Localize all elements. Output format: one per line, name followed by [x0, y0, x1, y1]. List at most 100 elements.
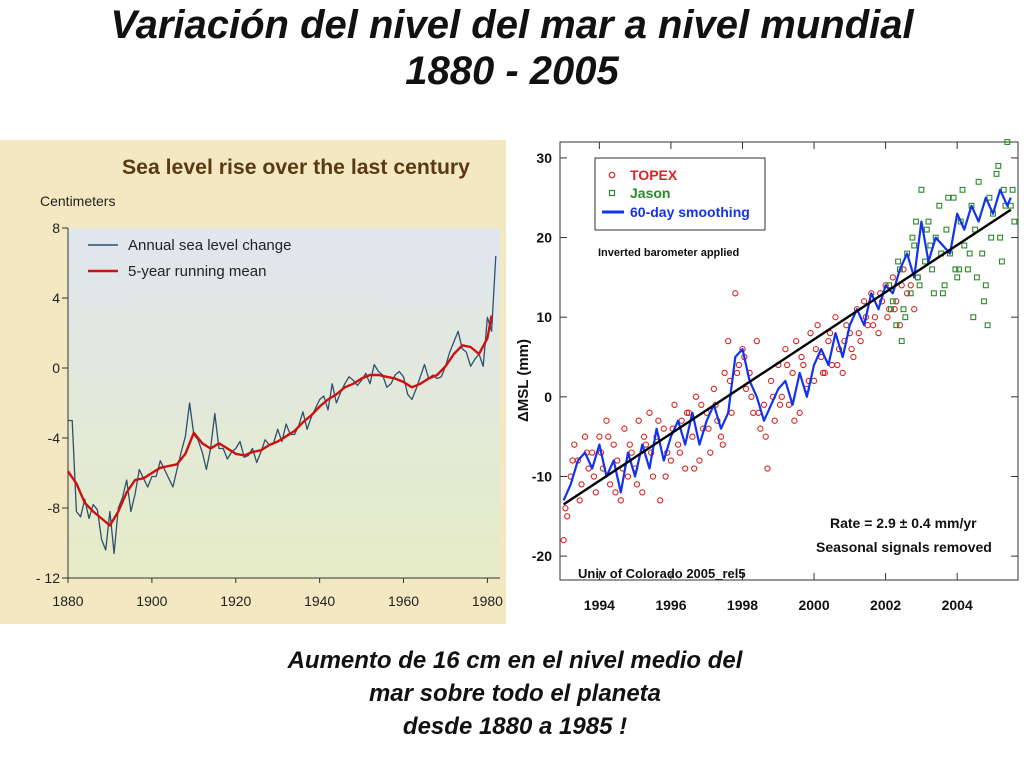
legend-box — [594, 157, 766, 231]
topex-point — [671, 401, 678, 408]
topex-point — [753, 337, 760, 345]
x-tick-label: 1940 — [304, 593, 335, 609]
topex-point — [793, 337, 800, 345]
jason-point — [923, 226, 930, 233]
topex-point — [624, 473, 632, 480]
topex-point — [778, 393, 785, 400]
topex-point — [592, 489, 599, 496]
y-tick-label: -4 — [48, 430, 61, 446]
topex-point — [821, 369, 828, 377]
topex-point — [649, 473, 657, 480]
topex-point — [639, 489, 646, 496]
topex-point — [819, 369, 827, 377]
jason-point — [950, 194, 957, 201]
annotation-source: Univ of Colorado 2005_rel5 — [578, 566, 746, 581]
topex-point — [646, 409, 653, 416]
jason-point — [913, 218, 919, 225]
jason-point — [907, 290, 914, 297]
caption-line-2: mar sobre todo el planeta — [368, 680, 662, 707]
topex-point — [705, 425, 712, 432]
topex-point — [784, 361, 791, 369]
topex-point — [757, 425, 764, 432]
jason-point — [970, 314, 977, 321]
left-sea-level-chart: Sea level rise over the last century Cen… — [0, 140, 506, 624]
jason-point — [1009, 186, 1016, 193]
topex-point — [903, 290, 911, 297]
topex-point — [732, 290, 739, 297]
jason-point — [1004, 139, 1011, 145]
jason-point — [941, 282, 948, 289]
topex-point — [640, 433, 648, 440]
topex-point — [691, 465, 698, 472]
topex-point — [576, 497, 583, 504]
y-tick-label: -10 — [532, 468, 552, 484]
topex-point — [733, 369, 741, 377]
topex-point — [798, 353, 805, 361]
x-tick-label: 1994 — [584, 597, 615, 613]
legend: Annual sea level change 5-year running m… — [88, 237, 291, 280]
jason-point — [998, 258, 1005, 265]
topex-point — [748, 393, 755, 400]
annotation-inverted-barometer: Inverted barometer applied — [598, 247, 739, 259]
topex-point — [564, 513, 571, 520]
legend-marker-jason — [608, 189, 616, 197]
jason-point — [954, 274, 961, 281]
topex-point — [660, 425, 667, 432]
topex-point — [698, 401, 705, 408]
topex-point — [735, 361, 743, 369]
jason-point — [952, 266, 959, 273]
topex-point — [676, 449, 684, 456]
topex-point — [569, 457, 576, 464]
jason-point — [981, 298, 987, 305]
topex-point — [581, 433, 589, 440]
topex-point — [696, 457, 703, 464]
y-tick-label: 0 — [544, 389, 552, 405]
topex-point — [742, 385, 750, 393]
topex-point — [725, 337, 732, 345]
topex-point — [796, 409, 803, 416]
y-tick-label: -20 — [532, 548, 552, 564]
topex-point — [764, 465, 771, 472]
jason-point — [997, 234, 1004, 241]
jason-point — [909, 234, 916, 241]
legend-label-smoothing: 60-day smoothing — [630, 204, 750, 220]
jason-point — [945, 194, 952, 201]
x-tick-label: 1920 — [220, 593, 251, 609]
topex-point — [617, 497, 624, 504]
topex-point — [871, 314, 879, 321]
topex-point — [762, 433, 769, 440]
topex-point — [612, 489, 619, 496]
title-line-2: 1880 - 2005 — [405, 49, 619, 93]
x-tick-label: 2002 — [870, 597, 901, 613]
slide-caption: Aumento de 16 cm en el nivel medio del m… — [180, 644, 850, 743]
legend-label-topex: TOPEX — [630, 167, 678, 183]
topex-point — [719, 441, 726, 448]
jason-point — [918, 186, 925, 193]
y-tick-label: 4 — [52, 290, 60, 306]
topex-point — [767, 377, 775, 385]
topex-point — [807, 329, 814, 337]
slide-title: Variación del nivel del mar a nivel mund… — [0, 2, 1024, 94]
topex-point — [891, 306, 898, 313]
topex-point — [657, 497, 664, 504]
plot-background — [68, 228, 500, 578]
y-tick-label: 10 — [536, 309, 552, 325]
legend-marker-topex — [608, 171, 616, 179]
right-satellite-chart: ΔMSL (mm) 30 20 10 0 -10 -20 1994 1996 1998 2000 2… — [515, 139, 1019, 613]
jason-point — [995, 162, 1002, 169]
topex-point — [814, 322, 821, 329]
topex-point — [674, 441, 682, 448]
topex-point — [782, 345, 789, 353]
x-tick-label: 1900 — [136, 593, 167, 609]
series-line-60-day-smoothing — [562, 188, 1012, 501]
topex-point — [662, 473, 669, 480]
topex-point — [911, 306, 918, 313]
topex-point — [771, 417, 778, 424]
jason-point — [914, 274, 921, 281]
jason-point — [900, 306, 907, 313]
topex-point — [800, 361, 807, 369]
topex-point — [710, 385, 718, 393]
topex-point — [889, 274, 896, 281]
jason-point — [893, 322, 900, 329]
topex-point — [860, 298, 868, 305]
